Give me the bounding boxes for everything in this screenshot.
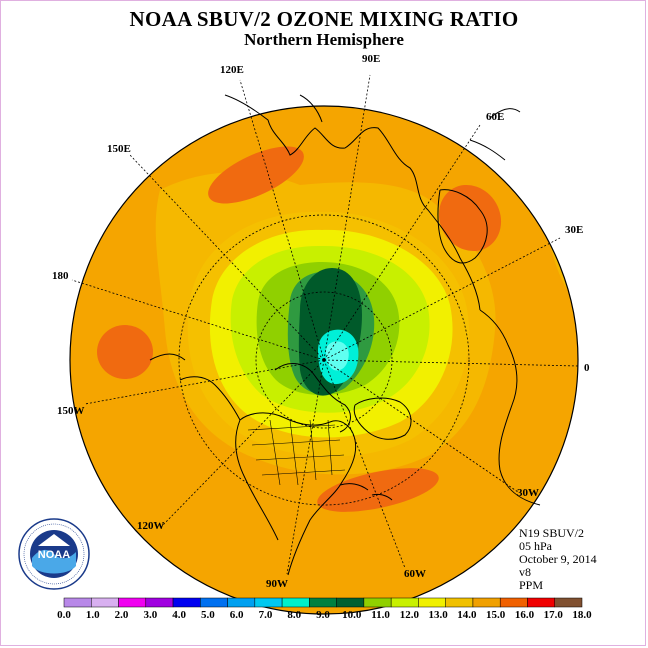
colorbar-swatch	[390, 597, 419, 608]
lon-label-0: 0	[584, 362, 590, 374]
map-boundary	[69, 105, 579, 615]
colorbar-swatch	[363, 597, 392, 608]
us-boundaries	[247, 419, 346, 486]
colorbar-swatch	[445, 597, 474, 608]
colorbar-tick-label: 7.0	[258, 609, 273, 621]
colorbar-swatch	[254, 597, 283, 608]
coastlines	[149, 94, 541, 576]
colorbar	[63, 597, 583, 608]
colorbar-tick-label: 17.0	[543, 609, 563, 621]
colorbar-swatch	[499, 597, 528, 608]
level-label: 05 hPa	[519, 539, 552, 553]
colorbar-swatch	[527, 597, 555, 608]
colorbar-swatch	[281, 597, 310, 608]
colorbar-swatch	[227, 597, 256, 608]
colorbar-swatch	[91, 597, 119, 608]
colorbar-swatch	[145, 597, 174, 608]
date-label: October 9, 2014	[519, 552, 597, 566]
colorbar-tick-label: 5.0	[201, 609, 215, 621]
longitude-labels: 90E 60E 30E 0 30W 60W 90W 120W 150W 180 …	[52, 53, 590, 590]
colorbar-swatch	[336, 597, 365, 608]
noaa-logo: NOAA	[18, 518, 90, 590]
version-label: v8	[519, 565, 531, 579]
colorbar-swatch	[418, 597, 446, 608]
colorbar-swatch	[309, 597, 337, 608]
colorbar-tick-label: 11.0	[371, 609, 390, 621]
svg-text:NOAA: NOAA	[38, 549, 70, 561]
colorbar-swatch	[200, 597, 228, 608]
lon-label-30w: 30W	[517, 487, 539, 499]
lon-label-180: 180	[52, 270, 69, 282]
lon-label-120w: 120W	[137, 520, 165, 532]
colorbar-tick-label: 15.0	[486, 609, 506, 621]
colorbar-tick-label: 1.0	[85, 609, 100, 621]
graticule	[71, 74, 579, 575]
colorbar-swatch	[63, 597, 92, 608]
lon-label-120e: 120E	[220, 64, 244, 76]
colorbar-tick-label: 2.0	[114, 609, 129, 621]
lon-label-90e: 90E	[362, 53, 380, 65]
colorbar-tick-label: 3.0	[143, 609, 158, 621]
map-subtitle: Northern Hemisphere	[244, 30, 404, 49]
lon-label-90w: 90W	[266, 578, 288, 590]
lon-label-30e: 30E	[565, 224, 583, 236]
map-title: NOAA SBUV/2 OZONE MIXING RATIO	[129, 7, 519, 31]
colorbar-swatch	[172, 597, 201, 608]
lon-label-60e: 60E	[486, 111, 504, 123]
colorbar-tick-label: 16.0	[514, 609, 535, 621]
lon-label-150e: 150E	[107, 143, 131, 155]
colorbar-tick-label: 10.0	[342, 609, 362, 621]
colorbar-tick-label: 8.0	[287, 609, 302, 621]
units-label: PPM	[519, 578, 544, 592]
colorbar-tick-label: 4.0	[172, 609, 186, 621]
noaa-logo-icon: NOAA	[18, 518, 90, 590]
colorbar-tick-label: 14.0	[457, 609, 477, 621]
info-block: N19 SBUV/2 05 hPa October 9, 2014 v8 PPM	[519, 527, 597, 592]
colorbar-tick-label: 9.0	[316, 609, 330, 621]
colorbar-tick-label: 18.0	[572, 609, 592, 621]
colorbar-tick-label: 13.0	[428, 609, 448, 621]
colorbar-swatch	[554, 597, 583, 608]
colorbar-tick-label: 6.0	[229, 609, 244, 621]
colorbar-tick-label: 0.0	[57, 609, 71, 621]
lon-label-150w: 150W	[57, 405, 85, 417]
lon-label-60w: 60W	[404, 568, 426, 580]
instrument-label: N19 SBUV/2	[519, 526, 585, 540]
colorbar-swatch	[472, 597, 501, 608]
colorbar-tick-label: 12.0	[399, 609, 419, 621]
colorbar-swatch	[118, 597, 147, 608]
